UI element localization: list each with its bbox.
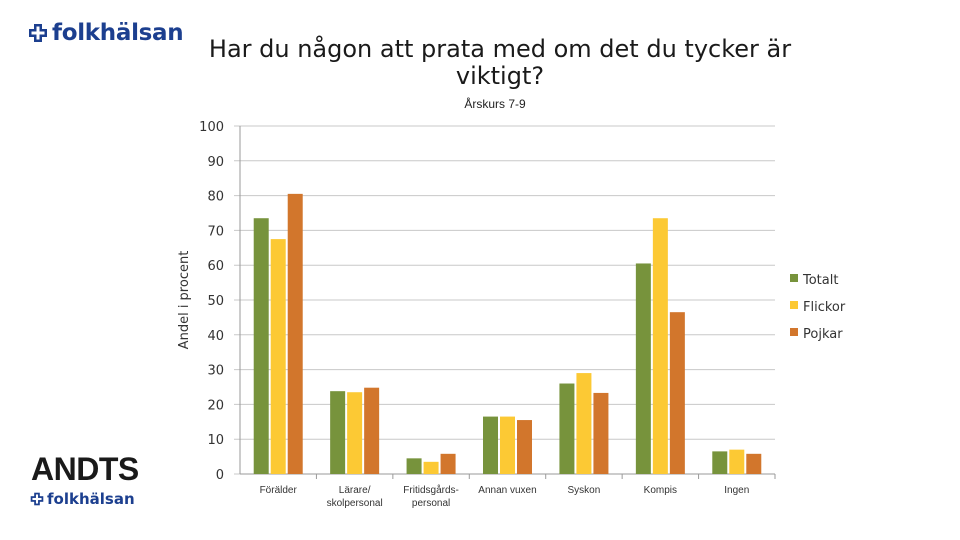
legend-label-totalt: Totalt	[802, 273, 838, 288]
x-category-label: Kompis	[644, 485, 677, 496]
y-tick-label: 40	[207, 329, 224, 344]
y-tick-label: 0	[216, 468, 224, 483]
x-category-label: Ingen	[724, 485, 749, 496]
y-tick-label: 20	[207, 398, 224, 413]
bar-flickor	[729, 449, 745, 474]
x-category-label: Förälder	[260, 485, 298, 496]
bar-totalt	[330, 391, 346, 474]
bar-totalt	[406, 458, 422, 474]
bar-pojkar	[669, 312, 685, 474]
bar-flickor	[423, 461, 439, 474]
bar-pojkar	[746, 453, 762, 474]
chart-subtitle: Årskurs 7-9	[464, 97, 526, 111]
folkhalsan-logo-top: folkhälsan	[28, 20, 184, 46]
bar-flickor	[576, 373, 592, 474]
bar-flickor	[500, 416, 515, 474]
y-axis-ticks: 0 10 20 30 40 50 60 70 80 90 100	[199, 120, 224, 483]
y-tick-label: 10	[207, 433, 224, 448]
legend-swatch-flickor	[790, 301, 798, 309]
y-tick-label: 30	[207, 364, 224, 379]
andts-logo: ANDTS	[31, 451, 139, 487]
y-tick-label: 60	[207, 259, 224, 274]
legend-label-pojkar: Pojkar	[803, 327, 843, 342]
folkhalsan-logo-bottom: folkhälsan	[30, 490, 135, 508]
x-category-label: Fritidsgårds-personal	[403, 484, 459, 509]
bar-pojkar	[364, 387, 380, 474]
folkhalsan-cross-icon	[29, 24, 47, 42]
y-tick-label: 100	[199, 120, 224, 135]
y-tick-label: 90	[207, 155, 224, 170]
bar-pojkar	[287, 193, 303, 475]
legend-swatch-pojkar	[790, 328, 798, 336]
x-category-label: Lärare/skolpersonal	[327, 485, 383, 509]
bar-flickor	[347, 392, 363, 474]
bar-totalt	[483, 416, 498, 474]
chart-bars	[253, 193, 762, 475]
folkhalsan-wordmark: folkhälsan	[52, 20, 184, 46]
bar-flickor	[270, 239, 286, 474]
x-category-label: Annan vuxen	[478, 485, 536, 496]
bar-totalt	[253, 218, 269, 474]
bar-totalt	[712, 451, 728, 474]
bar-flickor	[652, 218, 668, 474]
chart-title: Har du någon att prata med om det du tyc…	[208, 35, 792, 90]
chart-legend: Totalt Flickor Pojkar	[790, 273, 846, 342]
bar-totalt	[635, 263, 651, 474]
folkhalsan-wordmark: folkhälsan	[47, 490, 135, 508]
folkhalsan-cross-icon	[30, 492, 44, 506]
bar-pojkar	[440, 453, 456, 474]
y-tick-label: 80	[207, 190, 224, 205]
legend-swatch-totalt	[790, 274, 798, 282]
x-category-label: Syskon	[568, 485, 601, 496]
bar-pojkar	[593, 392, 609, 474]
y-tick-label: 70	[207, 224, 224, 239]
x-axis-categories: Förälder Lärare/skolpersonal Fritidsgårds-…	[260, 484, 750, 509]
legend-label-flickor: Flickor	[803, 300, 846, 315]
bar-pojkar	[517, 420, 532, 474]
y-tick-label: 50	[207, 294, 224, 309]
bar-totalt	[559, 383, 575, 474]
y-axis-label: Andel i procent	[177, 251, 192, 350]
